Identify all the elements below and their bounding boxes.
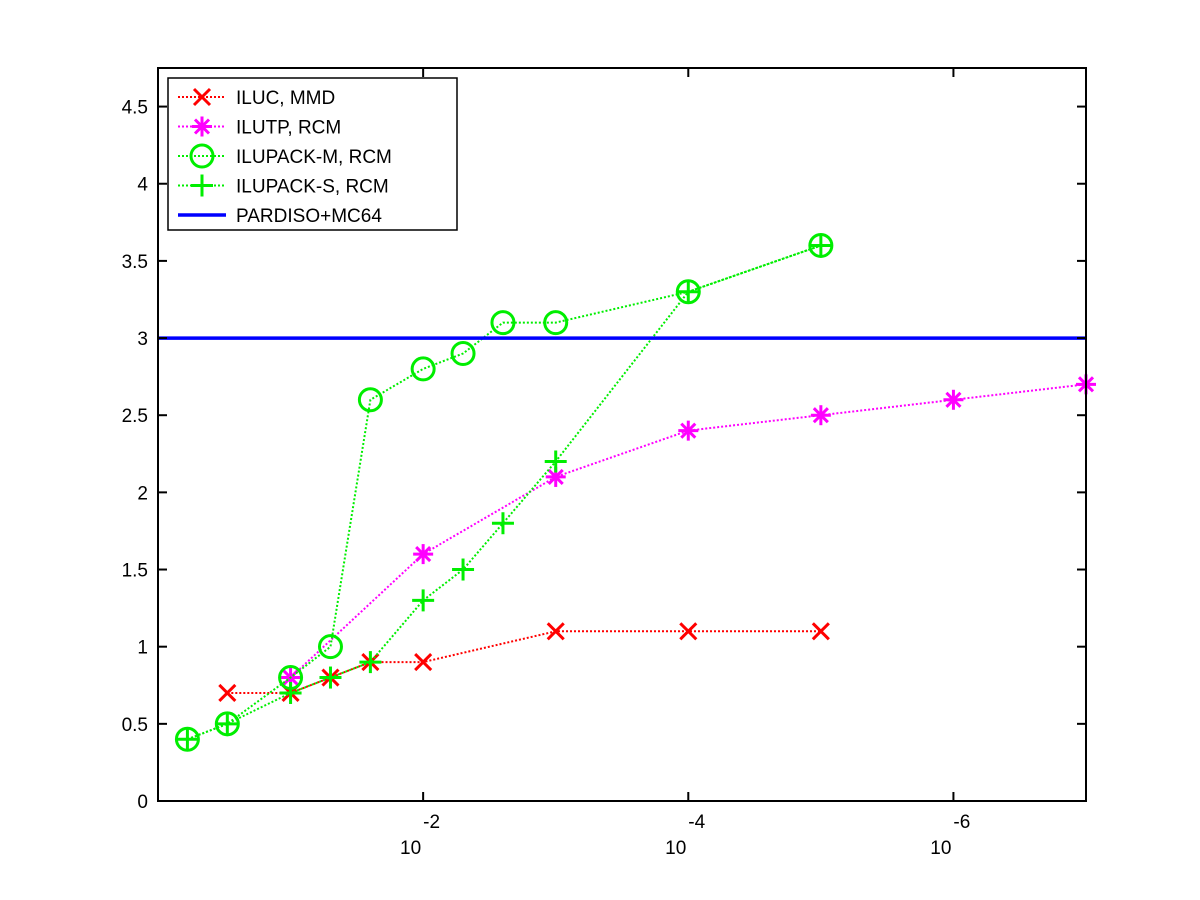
data-point-iluc-mmd	[546, 622, 565, 641]
plot-frame	[157, 67, 1087, 802]
data-point-ilupack-s-rcm	[544, 450, 567, 473]
legend-item: PARDISO+MC64	[178, 206, 382, 227]
legend-item: ILUPACK-S, RCM	[178, 174, 389, 198]
y-tick-label: 0.5	[122, 715, 148, 736]
data-point-iluc-mmd	[218, 683, 237, 703]
legend-marker	[189, 143, 215, 169]
x-tick-label-base: 10	[665, 838, 686, 859]
x-tick-label-exponent: -4	[688, 812, 705, 833]
x-tick-label-exponent: -2	[423, 812, 440, 833]
legend-label: ILUPACK-S, RCM	[236, 177, 389, 198]
legend-label: PARDISO+MC64	[236, 206, 382, 227]
legend-label: ILUTP, RCM	[236, 118, 341, 139]
y-tick-label: 3	[137, 329, 148, 350]
data-point-ilupack-s-rcm	[279, 681, 302, 704]
data-point-ilupack-s-rcm	[216, 712, 239, 735]
data-point-ilupack-s-rcm	[491, 512, 514, 535]
data-point-ilupack-m-rcm	[357, 387, 383, 413]
legend-marker	[192, 87, 212, 107]
legend: ILUC, MMD ILUTP, RCM ILUPACK-M, RCM ILUPACK…	[167, 77, 458, 231]
y-tick-label: 4	[137, 175, 148, 196]
data-point-ilupack-m-rcm	[317, 634, 343, 660]
series-line-ilupack-s-rcm	[187, 244, 822, 741]
legend-label: ILUC, MMD	[236, 88, 335, 109]
data-point-ilupack-s-rcm	[176, 728, 199, 751]
series-ilutp-rcm	[280, 374, 1096, 688]
tick-layer: 00.511.522.533.544.510-210-410-6	[122, 68, 1086, 859]
legend-item: ILUC, MMD	[178, 87, 335, 109]
legend-item: ILUPACK-M, RCM	[178, 143, 392, 169]
legend-marker	[191, 174, 213, 197]
data-point-ilupack-s-rcm	[452, 558, 475, 581]
series-ilupack-s-rcm	[176, 234, 832, 751]
data-point-ilupack-s-rcm	[809, 234, 832, 257]
data-point-ilupack-s-rcm	[319, 666, 342, 689]
x-tick-label-base: 10	[400, 838, 421, 859]
data-point-ilutp-rcm	[678, 420, 699, 441]
series-layer	[158, 232, 1096, 752]
data-point-ilupack-s-rcm	[359, 651, 382, 674]
data-point-iluc-mmd	[811, 622, 830, 641]
data-point-ilupack-m-rcm	[543, 310, 569, 336]
data-point-ilutp-rcm	[545, 466, 566, 487]
series-iluc-mmd	[218, 622, 830, 703]
data-point-ilupack-s-rcm	[677, 280, 700, 303]
x-tick-label-base: 10	[930, 838, 951, 859]
legend-marker	[192, 116, 212, 137]
data-point-ilutp-rcm	[810, 405, 831, 426]
y-tick-label: 2	[137, 483, 148, 504]
y-tick-label: 2.5	[122, 406, 148, 427]
y-tick-label: 1	[137, 638, 148, 659]
data-point-ilupack-m-rcm	[490, 310, 516, 336]
series-line-iluc-mmd	[227, 630, 821, 694]
data-point-ilupack-s-rcm	[412, 589, 435, 612]
legend-label: ILUPACK-M, RCM	[236, 147, 392, 168]
y-tick-label: 1.5	[122, 561, 148, 582]
data-point-ilupack-m-rcm	[450, 340, 476, 366]
data-point-iluc-mmd	[414, 653, 433, 672]
data-point-ilutp-rcm	[413, 544, 434, 565]
x-tick-label-exponent: -6	[953, 812, 970, 833]
legend-item: ILUTP, RCM	[178, 116, 341, 139]
y-tick-label: 3.5	[122, 252, 148, 273]
y-tick-label: 4.5	[122, 98, 148, 119]
y-tick-label: 0	[137, 792, 148, 813]
data-point-ilutp-rcm	[943, 389, 964, 410]
legend-box	[167, 77, 458, 231]
data-point-iluc-mmd	[679, 622, 698, 641]
data-point-ilupack-m-rcm	[410, 356, 436, 382]
